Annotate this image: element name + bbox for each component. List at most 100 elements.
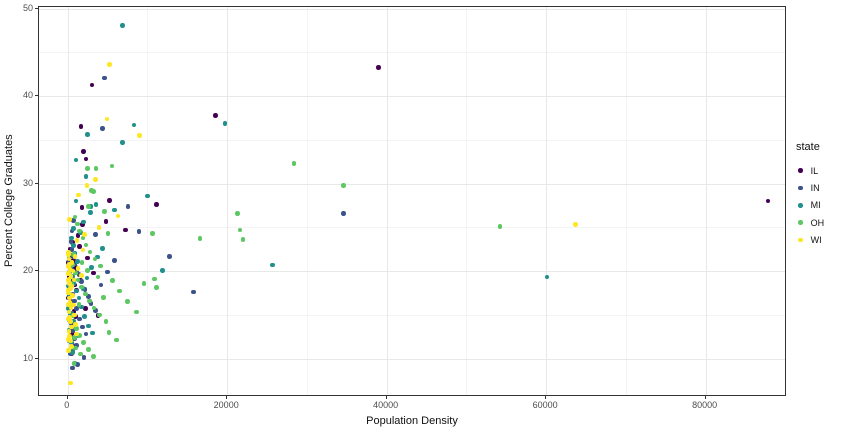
legend-item-label: OH bbox=[810, 217, 825, 228]
legend-item-label: MI bbox=[810, 200, 821, 211]
x-tick-label: 60000 bbox=[532, 400, 558, 410]
data-point-WI bbox=[84, 183, 90, 188]
data-point-IL bbox=[212, 113, 218, 118]
x-tick-label: 20000 bbox=[213, 400, 239, 410]
x-tick-mark bbox=[66, 396, 68, 399]
data-point-WI bbox=[67, 261, 72, 267]
data-point-IN bbox=[70, 365, 76, 371]
data-point-OH bbox=[82, 291, 88, 297]
data-point-MI bbox=[85, 132, 91, 137]
data-point-IN bbox=[69, 228, 75, 234]
data-point-WI bbox=[78, 273, 84, 278]
data-point-OH bbox=[291, 161, 297, 166]
data-point-OH bbox=[97, 312, 102, 318]
data-point-IL bbox=[82, 306, 88, 311]
data-point-OH bbox=[86, 204, 92, 209]
data-point-WI bbox=[66, 302, 71, 307]
data-point-WI bbox=[76, 192, 81, 198]
data-point-WI bbox=[70, 293, 75, 298]
legend-key-dot bbox=[798, 185, 803, 191]
data-point-OH bbox=[103, 319, 109, 325]
data-point-OH bbox=[83, 242, 89, 248]
data-point-WI bbox=[69, 343, 74, 349]
x-minor-gridline bbox=[306, 7, 308, 395]
x-tick-label: 0 bbox=[64, 400, 70, 410]
data-point-OH bbox=[125, 299, 130, 304]
data-point-IN bbox=[93, 308, 98, 313]
legend-key-dot bbox=[798, 220, 803, 225]
data-point-MI bbox=[84, 275, 90, 281]
data-point-WI bbox=[66, 256, 72, 262]
data-point-WI bbox=[137, 133, 142, 138]
data-point-IN bbox=[105, 269, 110, 275]
data-point-MI bbox=[70, 225, 76, 231]
data-point-WI bbox=[68, 319, 73, 325]
data-point-WI bbox=[72, 253, 78, 259]
data-point-WI bbox=[65, 288, 71, 293]
data-point-IN bbox=[75, 362, 80, 367]
data-point-OH bbox=[73, 270, 78, 276]
data-point-OH bbox=[85, 267, 90, 273]
data-point-OH bbox=[102, 209, 107, 214]
data-point-WI bbox=[67, 217, 72, 222]
y-major-gridline bbox=[39, 96, 785, 98]
data-point-MI bbox=[90, 330, 95, 336]
data-point-WI bbox=[67, 295, 72, 301]
data-point-WI bbox=[70, 302, 76, 308]
x-major-gridline bbox=[386, 7, 388, 395]
data-point-WI bbox=[75, 266, 81, 271]
data-point-IL bbox=[83, 156, 89, 162]
data-point-OH bbox=[237, 227, 243, 233]
x-major-gridline bbox=[546, 7, 548, 395]
data-point-WI bbox=[107, 62, 112, 67]
data-point-IL bbox=[78, 124, 84, 130]
data-point-IN bbox=[80, 324, 85, 330]
data-point-MI bbox=[544, 274, 550, 280]
data-point-IL bbox=[85, 255, 90, 261]
legend-item-OH: OH bbox=[794, 214, 860, 231]
data-point-IL bbox=[90, 270, 96, 276]
data-point-IL bbox=[81, 148, 87, 154]
legend-item-WI: WI bbox=[794, 231, 860, 248]
data-point-MI bbox=[86, 323, 91, 329]
data-point-WI bbox=[66, 316, 71, 322]
data-point-WI bbox=[72, 322, 78, 327]
data-point-WI bbox=[66, 309, 72, 315]
data-point-WI bbox=[66, 271, 71, 276]
data-point-MI bbox=[74, 288, 79, 294]
data-point-MI bbox=[73, 157, 79, 163]
x-tick-mark bbox=[385, 396, 387, 399]
y-tick-mark bbox=[35, 95, 38, 97]
data-point-IN bbox=[77, 316, 82, 322]
data-point-IN bbox=[191, 289, 196, 295]
y-major-gridline bbox=[39, 271, 785, 273]
y-tick-label: 40 bbox=[22, 90, 33, 101]
x-tick-mark bbox=[226, 396, 228, 399]
data-point-OH bbox=[77, 333, 82, 339]
data-point-OH bbox=[91, 305, 97, 311]
data-point-OH bbox=[117, 288, 122, 294]
x-minor-gridline bbox=[147, 7, 149, 395]
data-point-WI bbox=[93, 176, 98, 182]
data-point-WI bbox=[96, 225, 102, 230]
data-point-MI bbox=[93, 202, 99, 207]
data-point-WI bbox=[68, 286, 73, 291]
data-point-WI bbox=[82, 232, 87, 237]
x-major-gridline bbox=[705, 7, 707, 395]
data-point-IN bbox=[341, 211, 346, 216]
data-point-WI bbox=[65, 336, 71, 342]
data-point-WI bbox=[573, 222, 578, 228]
legend-key-dot bbox=[798, 202, 803, 208]
data-point-OH bbox=[74, 326, 79, 332]
y-minor-gridline bbox=[39, 52, 785, 54]
y-major-gridline bbox=[39, 8, 785, 10]
data-point-IL bbox=[79, 204, 85, 210]
data-point-OH bbox=[197, 236, 203, 242]
data-point-OH bbox=[81, 340, 86, 346]
data-point-IN bbox=[136, 229, 142, 235]
data-point-IN bbox=[112, 258, 118, 263]
data-point-IL bbox=[71, 309, 77, 314]
data-point-OH bbox=[341, 183, 346, 188]
data-point-MI bbox=[120, 140, 126, 145]
data-point-WI bbox=[104, 116, 110, 122]
